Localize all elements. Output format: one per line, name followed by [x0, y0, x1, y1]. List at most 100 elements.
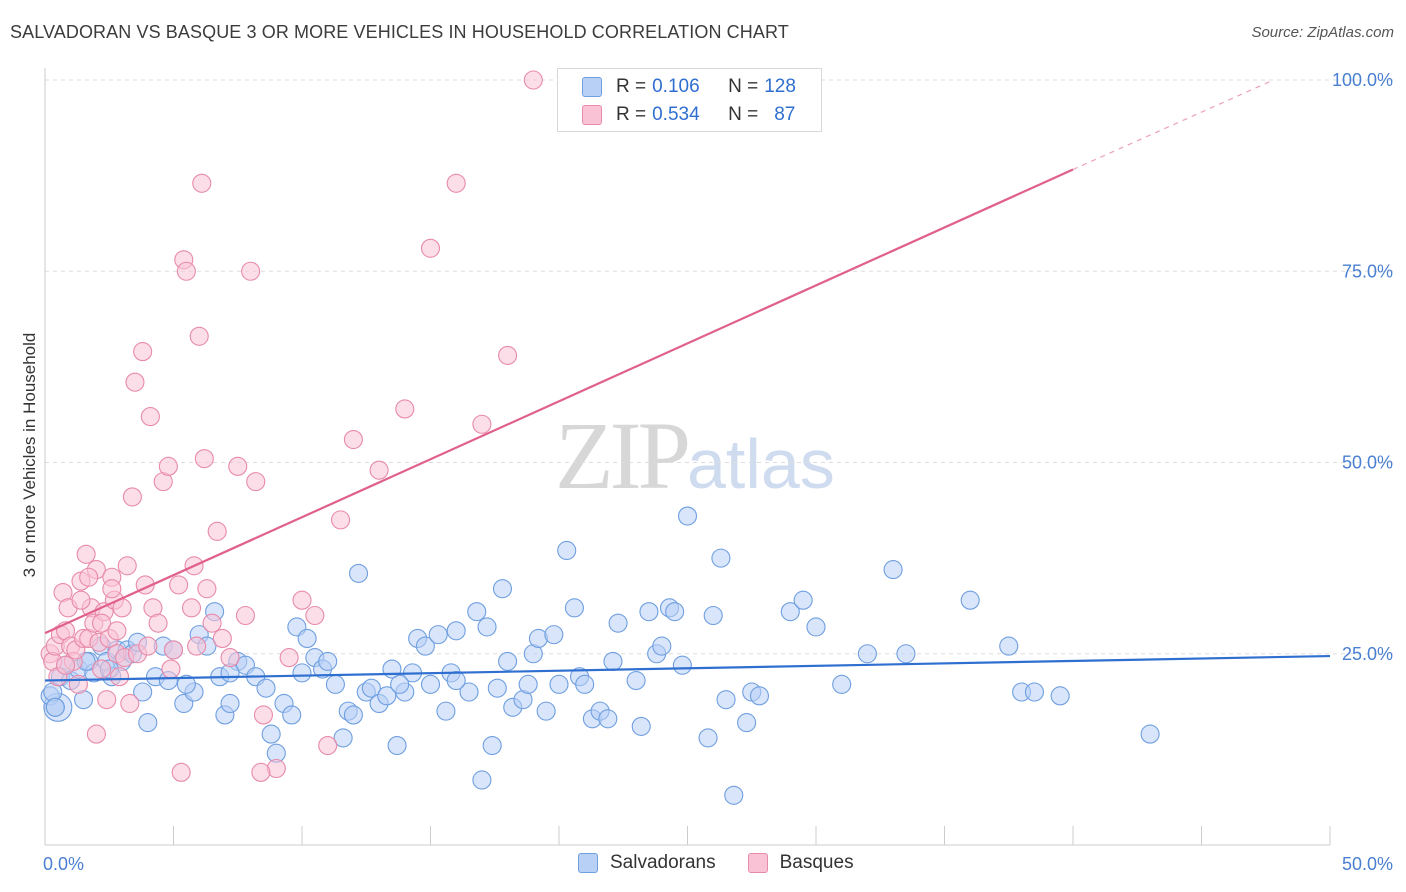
- salvadorans-point: [575, 674, 595, 694]
- salvadorans-point: [45, 697, 65, 717]
- salvadorans-point: [133, 682, 153, 702]
- chart-title: SALVADORAN VS BASQUE 3 OR MORE VEHICLES …: [10, 22, 789, 42]
- salvadorans-point: [292, 663, 312, 683]
- salvadorans-point: [703, 605, 723, 626]
- legend-item-basques: Basques: [779, 852, 854, 873]
- basques-point: [235, 605, 256, 626]
- salvadorans-point: [446, 621, 466, 641]
- tick-labels: 25.0% 50.0% 75.0% 100.0% 0.0% 50.0%: [43, 70, 1393, 874]
- basques-point: [187, 636, 207, 656]
- salvadorans-point: [598, 709, 618, 729]
- salvadorans-point: [333, 728, 353, 748]
- salvadorans-point: [487, 678, 507, 698]
- basques-point: [71, 590, 91, 610]
- y-tick-label: 75.0%: [1342, 261, 1393, 281]
- y-tick-label: 25.0%: [1342, 644, 1393, 664]
- basques-point: [207, 521, 227, 541]
- salvadorans-point: [549, 674, 569, 694]
- salvadorans-point: [544, 625, 564, 645]
- salvadorans-point: [428, 625, 448, 645]
- basques-point: [446, 173, 466, 193]
- salvadorans-point: [176, 674, 196, 694]
- basques-point: [79, 567, 99, 587]
- basques-point: [202, 613, 222, 633]
- salvadorans-point: [677, 506, 698, 526]
- salvadorans-point: [482, 735, 502, 756]
- basques-point: [171, 762, 191, 782]
- watermark: ZIPatlas: [555, 400, 835, 511]
- basques-point: [197, 579, 217, 599]
- basques-point: [120, 693, 140, 714]
- salvadorans-point: [631, 716, 651, 736]
- salvadorans-point: [737, 713, 757, 733]
- salvadorans-point: [896, 644, 916, 664]
- basques-point: [68, 674, 88, 694]
- basques-point: [158, 456, 178, 476]
- basques-trend-extension: [1072, 79, 1274, 171]
- salvadorans-point: [325, 674, 345, 694]
- legend-n-label: N =: [728, 76, 759, 97]
- legend-r-value: 0.534: [652, 104, 700, 125]
- salvadorans-point: [256, 678, 276, 698]
- basques-point: [189, 326, 209, 346]
- salvadorans-point: [883, 560, 903, 580]
- salvadorans-point: [318, 651, 338, 671]
- salvadorans-point: [603, 651, 623, 671]
- basques-trend-line: [44, 168, 1074, 635]
- salvadorans-point: [716, 690, 736, 710]
- salvadorans-point: [361, 678, 381, 698]
- basques-point: [279, 648, 299, 668]
- basques-point: [97, 690, 117, 710]
- x-tick-label: 50.0%: [1342, 854, 1393, 874]
- salvadorans-point: [793, 590, 813, 610]
- watermark-zip: ZIP: [555, 402, 691, 509]
- legend-swatch-salvadorans: [582, 77, 602, 97]
- salvadorans-point: [626, 670, 646, 691]
- basques-point: [176, 261, 196, 281]
- salvadorans-point: [518, 674, 538, 694]
- legend-swatch-basques: [747, 853, 768, 873]
- y-axis-label: 3 or more Vehicles in Household: [20, 333, 39, 578]
- salvadorans-point: [557, 540, 577, 561]
- salvadorans-point: [724, 785, 744, 805]
- basques-point: [395, 399, 415, 419]
- salvadorans-point: [261, 724, 281, 744]
- salvadorans-point: [698, 728, 718, 748]
- salvadorans-point: [387, 735, 407, 756]
- basques-point: [125, 372, 145, 392]
- basques-point: [318, 735, 338, 756]
- axes: [44, 68, 1331, 846]
- basques-point: [251, 762, 271, 782]
- salvadorans-point: [138, 713, 158, 733]
- salvadorans-point: [564, 598, 584, 618]
- basques-point: [109, 667, 130, 687]
- salvadorans-point: [999, 636, 1019, 656]
- basques-point: [192, 173, 212, 193]
- basques-point: [102, 579, 122, 599]
- salvadorans-point: [806, 617, 826, 637]
- basques-point: [220, 648, 240, 668]
- salvadorans-point: [377, 686, 397, 706]
- salvadorans-point: [665, 602, 685, 622]
- salvadorans-point: [498, 651, 518, 671]
- basques-point: [86, 724, 106, 744]
- legend-n-value: 87: [774, 104, 796, 125]
- salvadorans-point: [1050, 686, 1070, 706]
- salvadorans-point: [436, 701, 456, 721]
- basques-point: [241, 261, 261, 281]
- basques-point: [292, 590, 312, 610]
- basques-point: [169, 575, 189, 595]
- legend-r-label: R =: [616, 104, 647, 125]
- salvadorans-point: [477, 617, 497, 637]
- salvadorans-point: [459, 682, 479, 702]
- basques-point: [91, 613, 112, 633]
- basques-point: [246, 472, 266, 492]
- basques-point: [163, 640, 184, 660]
- legend-n-value: 128: [764, 76, 796, 97]
- salvadorans-point: [467, 602, 487, 622]
- salvadorans-points: [40, 506, 1160, 805]
- basques-point: [369, 460, 389, 480]
- salvadorans-point: [608, 613, 628, 633]
- salvadorans-point: [472, 770, 492, 790]
- salvadorans-point: [420, 674, 441, 694]
